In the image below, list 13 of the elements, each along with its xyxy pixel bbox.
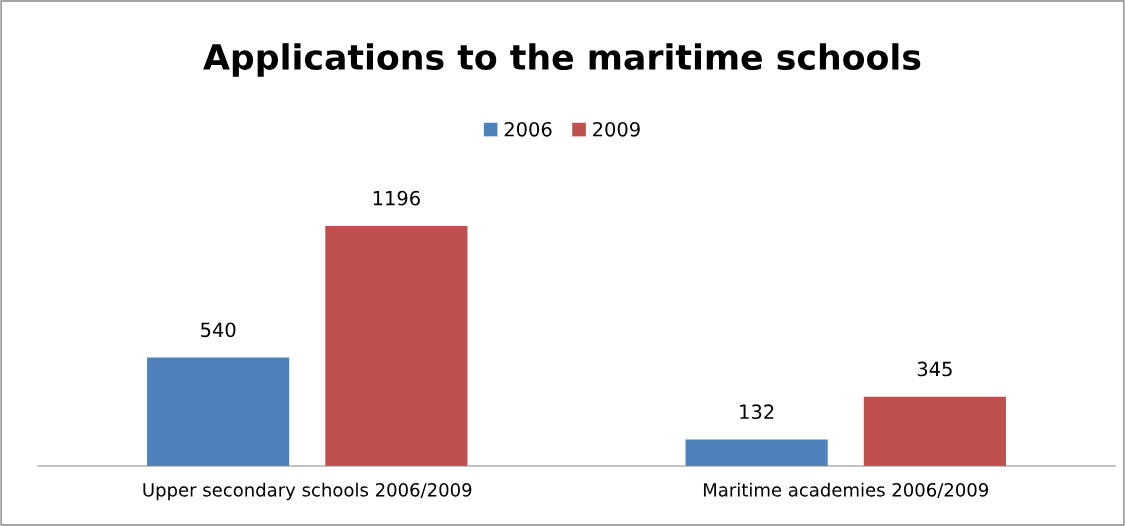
data-label: 1196: [373, 190, 420, 206]
data-label: 132: [740, 404, 774, 420]
chart-title: Applications to the maritime schools: [203, 43, 921, 77]
bar: [685, 439, 828, 466]
bar: [325, 225, 468, 466]
legend-label: 2009: [593, 121, 640, 137]
data-label: 540: [201, 322, 236, 338]
x-tick-label: Upper secondary schools 2006/2009: [143, 482, 472, 501]
bar: [147, 357, 290, 466]
legend-label: 2006: [504, 121, 552, 137]
data-label: 345: [917, 361, 952, 377]
bar: [863, 396, 1006, 466]
x-tick-label: Maritime academies 2006/2009: [703, 482, 989, 499]
